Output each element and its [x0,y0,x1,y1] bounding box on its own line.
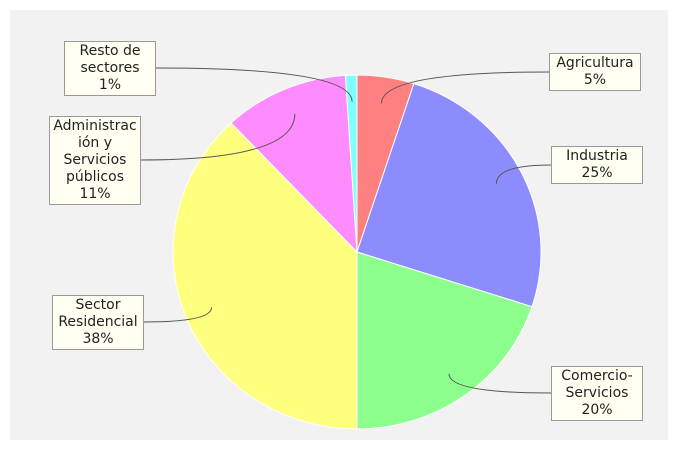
slice-label: Agricultura 5% [549,53,641,91]
category-label: Sector Residencial [58,296,138,330]
leader-line [155,67,353,102]
category-label: Comercio-Servicios [561,367,633,401]
pie-slice [356,251,533,430]
pie-slice [172,122,358,430]
category-label: Agricultura [556,55,634,71]
value-label: 25% [581,165,613,181]
category-label: Industria [566,148,628,164]
leader-line [448,373,552,394]
value-label: 5% [583,72,607,88]
leader-line [495,164,552,184]
value-label: 20% [581,401,613,418]
leader-line [380,71,550,104]
pie-slice [344,74,358,253]
slice-label: Industria 25% [551,146,643,184]
leader-line [143,307,213,323]
pie-slice [230,74,358,254]
leader-line [140,113,296,161]
slice-label: Resto de sectores 1% [64,40,156,96]
slice-label: Sector Residencial 38% [52,294,144,350]
slice-label: Comercio-Servicios 20% [551,365,643,421]
category-label: Resto de sectores [79,42,141,76]
value-label: 1% [98,76,122,93]
value-label: 11% [79,185,111,202]
value-label: 38% [82,330,114,347]
slice-label: Administración y Servicios públicos 11% [49,115,141,205]
category-label: Administración y Servicios públicos [53,117,137,185]
pie-slice [356,83,542,308]
